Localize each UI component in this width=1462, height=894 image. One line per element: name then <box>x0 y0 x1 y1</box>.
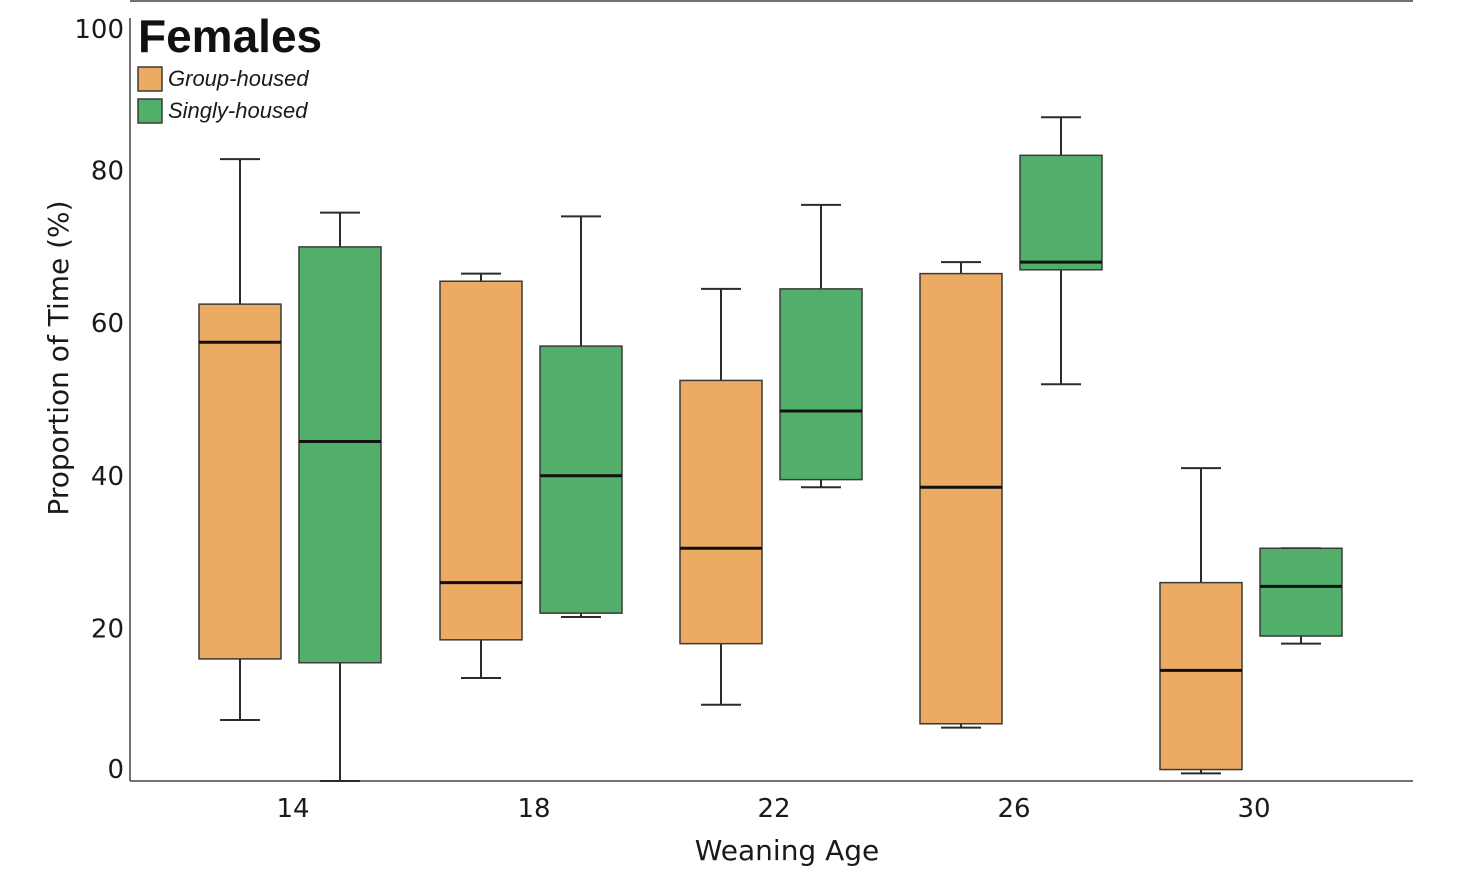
chart-title: Females <box>138 10 322 62</box>
y-tick-label: 40 <box>91 462 124 492</box>
y-axis-title: Proportion of Time (%) <box>42 200 75 515</box>
box-group-housed-22 <box>679 287 763 706</box>
box-iqr <box>198 303 282 660</box>
y-tick-label: 80 <box>91 157 124 187</box>
box-group-housed-26 <box>919 261 1003 729</box>
box-iqr <box>679 379 763 645</box>
box-iqr <box>1259 547 1343 637</box>
box-iqr <box>439 280 523 641</box>
x-tick-label: 14 <box>276 794 309 824</box>
box-iqr <box>779 288 863 481</box>
x-tick-label: 22 <box>757 794 790 824</box>
x-tick-label: 26 <box>997 794 1030 824</box>
box-singly-housed-22 <box>779 203 863 489</box>
y-tick-label: 100 <box>74 15 124 45</box>
x-axis-title: Weaning Age <box>695 834 880 867</box>
box-group-housed-14 <box>198 158 282 721</box>
box-iqr <box>539 345 623 614</box>
box-iqr <box>919 272 1003 725</box>
box-singly-housed-14 <box>298 211 382 782</box>
box-singly-housed-26 <box>1019 116 1103 386</box>
box-singly-housed-18 <box>539 215 623 618</box>
box-iqr <box>1159 581 1243 771</box>
box-iqr <box>1019 154 1103 271</box>
x-tick-label: 18 <box>517 794 550 824</box>
y-tick-label: 20 <box>91 614 124 644</box>
legend-swatch-1 <box>137 66 163 92</box>
y-tick-label: 0 <box>107 755 124 785</box>
box-singly-housed-30 <box>1259 547 1343 645</box>
legend-label-2: Singly-housed <box>168 98 308 123</box>
box-group-housed-18 <box>439 272 523 679</box>
box-iqr <box>298 246 382 664</box>
legend-label-1: Group-housed <box>168 66 309 91</box>
y-tick-label: 60 <box>91 309 124 339</box>
legend-swatch-2 <box>137 98 163 124</box>
box-group-housed-30 <box>1159 467 1243 775</box>
x-tick-label: 30 <box>1237 794 1270 824</box>
